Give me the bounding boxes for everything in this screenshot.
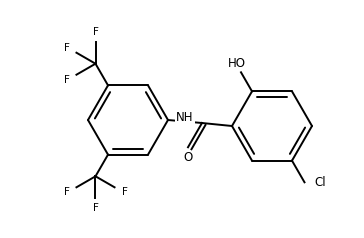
Text: F: F <box>63 75 70 85</box>
Text: F: F <box>122 187 127 197</box>
Text: F: F <box>92 27 98 37</box>
Text: HO: HO <box>228 57 246 70</box>
Text: F: F <box>92 203 98 213</box>
Text: F: F <box>63 187 70 197</box>
Text: O: O <box>183 151 193 164</box>
Text: Cl: Cl <box>314 176 326 189</box>
Text: F: F <box>63 43 70 53</box>
Text: NH: NH <box>176 111 194 124</box>
